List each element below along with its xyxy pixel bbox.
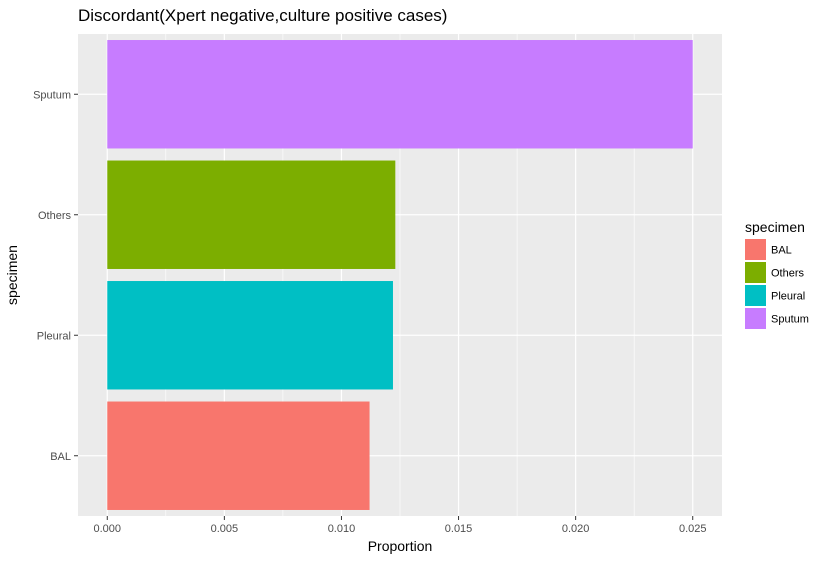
legend-items: BAL Others Pleural Sputum [745,239,809,329]
x-tick-label: 0.000 [94,523,122,535]
y-tick-label: Sputum [33,89,71,101]
x-tick-label: 0.020 [562,523,590,535]
legend-label-others: Others [771,268,805,280]
bar-pleural [107,281,393,390]
legend-label-pleural: Pleural [771,291,805,303]
x-tick-label: 0.010 [328,523,356,535]
legend-key-bal [745,239,766,260]
x-tick-label: 0.025 [679,523,707,535]
y-tick-label: Others [38,210,72,222]
y-axis-title: specimen [4,245,20,305]
legend-label-bal: BAL [771,245,792,257]
bar-others [107,160,396,269]
legend-key-sputum [745,308,766,329]
legend-title: specimen [745,219,805,235]
legend-label-sputum: Sputum [771,314,809,326]
bar-bal [107,401,370,510]
bars [107,40,693,510]
x-tick-label: 0.005 [211,523,239,535]
y-tick-label: Pleural [37,330,71,342]
x-tick-label: 0.015 [445,523,473,535]
legend-key-pleural [745,285,766,306]
chart-title: Discordant(Xpert negative,culture positi… [78,6,447,25]
bar-sputum [107,40,693,149]
axes: 0.000 0.005 0.010 0.015 0.020 0.025 BAL Pleural… [33,89,706,535]
legend-key-others [745,262,766,283]
legend: specimen BAL Others Pleural Sputum [745,219,809,329]
y-tick-label: BAL [50,451,71,463]
x-axis-title: Proportion [368,538,433,554]
